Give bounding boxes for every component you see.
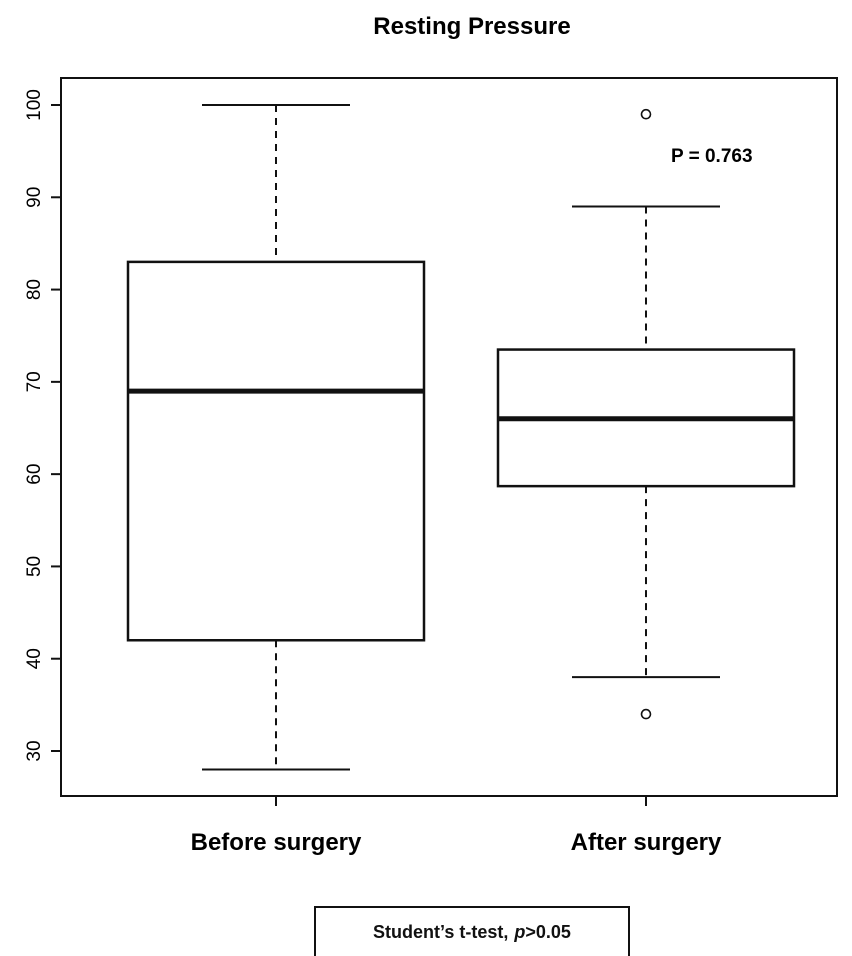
y-tick-label: 40	[24, 648, 45, 669]
outlier-point	[640, 708, 652, 720]
y-tick-label: 30	[24, 740, 45, 761]
test-note-prefix: Student’s t-test,	[373, 921, 509, 942]
y-tick-label: 80	[24, 279, 45, 300]
boxplot-chart: Resting Pressure 30 40 50 60 70 80 90 100 P = 0…	[24, 13, 838, 856]
boxes: P = 0.763	[126, 104, 796, 771]
y-tick-label: 50	[24, 556, 45, 577]
y-tick-label: 60	[24, 464, 45, 485]
y-tick-label: 90	[24, 187, 45, 208]
x-axis: Before surgery After surgery	[191, 796, 722, 856]
p-value-annotation: P = 0.763	[671, 146, 753, 167]
y-axis: 30 40 50 60 70 80 90 100	[24, 89, 61, 762]
x-category-label: After surgery	[571, 829, 722, 856]
test-note-box: Student’s t-test, p >0.05	[314, 906, 630, 956]
chart-title: Resting Pressure	[373, 13, 570, 40]
box-before-surgery	[126, 104, 426, 771]
y-tick-label: 70	[24, 371, 45, 392]
y-tick-label: 100	[24, 89, 45, 121]
iqr-box	[126, 260, 426, 642]
box-after-surgery	[496, 108, 796, 720]
outlier-point	[640, 108, 652, 120]
plot-area-frame	[60, 77, 838, 797]
test-note-suffix: >0.05	[525, 921, 571, 942]
x-category-label: Before surgery	[191, 829, 362, 856]
test-note-p: p	[514, 921, 526, 942]
